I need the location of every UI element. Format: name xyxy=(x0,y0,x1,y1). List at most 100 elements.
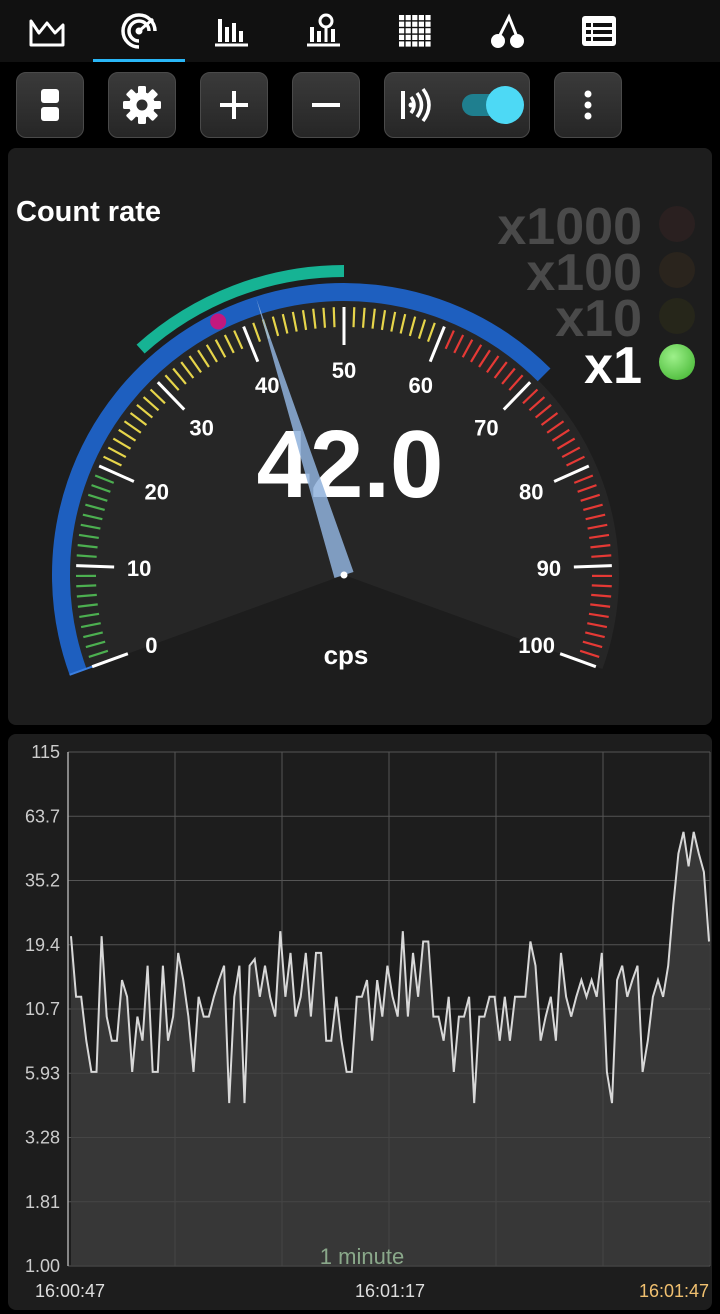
zoom-in-button[interactable] xyxy=(200,72,268,138)
multiplier-x100[interactable]: x100 xyxy=(526,244,642,302)
gauge-minor-tick xyxy=(271,316,280,337)
tab-list[interactable] xyxy=(553,0,645,62)
histogram-icon xyxy=(215,19,248,47)
gauge-major-tick xyxy=(98,464,135,483)
split-view-button[interactable] xyxy=(16,72,84,138)
gauge-minor-tick xyxy=(82,513,103,521)
gauge-major-tick xyxy=(76,564,115,569)
gauge-minor-tick xyxy=(561,446,581,459)
gauge-minor-tick xyxy=(380,309,387,331)
multiplier-x10[interactable]: x10 xyxy=(555,290,642,348)
graph-x-label: 16:01:47 xyxy=(639,1281,709,1301)
gauge-minor-tick xyxy=(580,493,601,502)
gauge-minor-tick xyxy=(584,631,605,639)
gauge-minor-tick xyxy=(540,412,559,426)
gauge-minor-tick xyxy=(214,339,227,358)
gauge-minor-tick xyxy=(573,474,594,484)
gauge-minor-tick xyxy=(180,361,195,379)
gauge-minor-tick xyxy=(103,455,122,467)
gauge-minor-tick xyxy=(76,554,97,558)
more-button[interactable] xyxy=(554,72,622,138)
gauge-minor-tick xyxy=(591,593,612,598)
gauge-minor-tick xyxy=(534,404,552,419)
multiplier-x1000[interactable]: x1000 xyxy=(497,198,642,256)
gauge-minor-tick xyxy=(587,523,608,530)
gauge-major-tick xyxy=(559,652,597,669)
minus-icon xyxy=(312,103,340,107)
gauge-minor-tick xyxy=(528,396,546,412)
gauge-minor-tick xyxy=(118,428,137,442)
gauge-minor-tick xyxy=(590,544,611,549)
gauge-icon xyxy=(121,13,157,49)
spectrum-icon xyxy=(307,13,340,47)
gauge-minor-tick xyxy=(107,446,127,459)
graph-y-label: 3.28 xyxy=(25,1128,60,1148)
gauge-minor-tick xyxy=(591,554,612,558)
gauge-scale-label: 70 xyxy=(474,416,498,441)
gauge-minor-tick xyxy=(501,367,516,385)
graph-line xyxy=(70,831,710,1104)
gauge-minor-tick xyxy=(577,484,597,493)
count-rate-graph: 115 63.7 35.2 19.4 10.7 5.93 3.28 1.81 1.00 1 min… xyxy=(25,742,711,1301)
gauge-minor-tick xyxy=(486,355,500,373)
tab-spectrum[interactable] xyxy=(277,0,369,62)
gauge-minor-tick xyxy=(352,307,356,328)
gauge-minor-tick xyxy=(77,544,98,549)
gauge-minor-tick xyxy=(361,307,366,328)
gauge-minor-tick xyxy=(585,513,606,521)
gauge-major-tick xyxy=(156,381,186,411)
multiplier-led-x100 xyxy=(659,252,695,288)
graph-y-label: 1.00 xyxy=(25,1256,60,1276)
multiplier-x1[interactable]: x1 xyxy=(584,337,642,395)
gauge-minor-tick xyxy=(252,322,262,343)
gauge-major-tick xyxy=(91,652,129,669)
gauge-major-tick xyxy=(502,381,532,411)
gauge-minor-tick xyxy=(83,631,104,639)
gauge-minor-tick xyxy=(142,396,160,412)
gauge-minor-tick xyxy=(91,484,111,493)
gauge-minor-tick xyxy=(417,319,427,339)
gauge-minor-tick xyxy=(566,455,585,467)
gauge-scale-label: 90 xyxy=(537,556,561,581)
gauge-minor-tick xyxy=(77,603,98,608)
gauge-minor-tick xyxy=(76,584,97,588)
plus-icon xyxy=(220,91,248,119)
gauge-minor-tick xyxy=(478,349,491,368)
gauge-peak-marker xyxy=(210,313,227,330)
gauge-needle xyxy=(256,298,354,579)
zoom-out-button[interactable] xyxy=(292,72,360,138)
cherries-icon xyxy=(491,13,524,48)
gauge-minor-tick xyxy=(390,311,397,332)
gauge-scale-label: 30 xyxy=(189,416,213,441)
gauge-minor-tick xyxy=(301,309,308,331)
tab-histogram[interactable] xyxy=(185,0,277,62)
tab-dashboard[interactable] xyxy=(1,0,93,62)
gauge-minor-tick xyxy=(591,584,612,588)
graph-y-label: 35.2 xyxy=(25,871,60,891)
connection-switch[interactable] xyxy=(462,86,524,124)
gauge-outer-arc xyxy=(52,283,551,675)
tab-isotopes[interactable] xyxy=(461,0,553,62)
connection-toggle[interactable] xyxy=(384,72,530,138)
gear-icon xyxy=(123,86,161,124)
gauge-minor-tick xyxy=(461,339,474,358)
gauge-minor-tick xyxy=(588,612,609,619)
settings-button[interactable] xyxy=(108,72,176,138)
gauge-outer-arc-cap xyxy=(69,665,95,676)
tab-map[interactable] xyxy=(369,0,461,62)
gauge-minor-tick xyxy=(291,311,298,332)
graph-y-label: 115 xyxy=(31,742,60,762)
gauge-minor-tick xyxy=(371,308,376,329)
graph-area xyxy=(71,831,709,1266)
gauge-minor-tick xyxy=(164,374,180,391)
grid-icon xyxy=(399,15,431,47)
gauge-minor-tick xyxy=(493,361,508,379)
gauge: 0 10 20 30 40 50 60 70 80 90 100 42.0 cps xyxy=(52,265,619,676)
gauge-major-tick xyxy=(428,325,446,363)
gauge-minor-tick xyxy=(129,412,148,426)
graph-y-label: 1.81 xyxy=(25,1192,60,1212)
tab-gauge[interactable] xyxy=(93,0,185,62)
gauge-minor-tick xyxy=(312,308,317,329)
gauge-unit: cps xyxy=(324,640,369,670)
gauge-minor-tick xyxy=(587,622,608,629)
